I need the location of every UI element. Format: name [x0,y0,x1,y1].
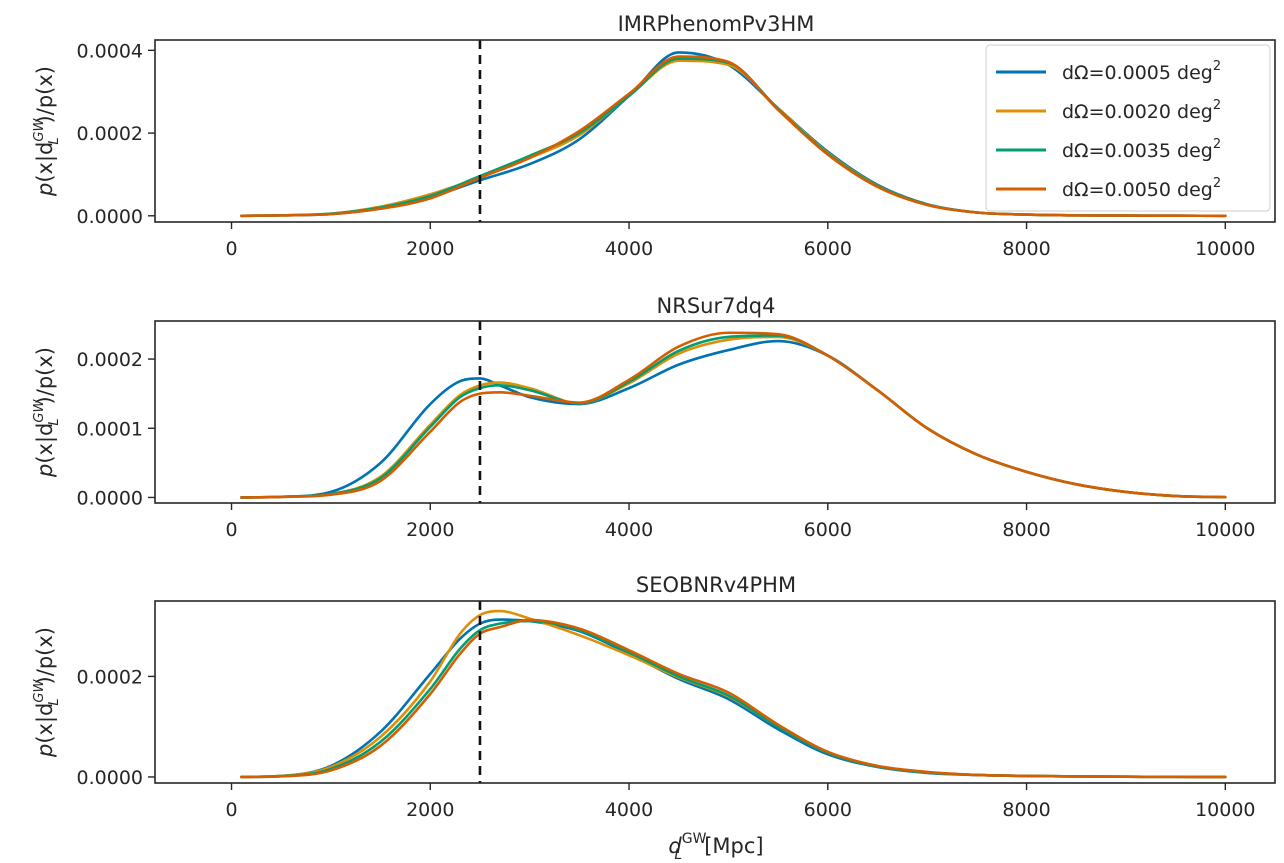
ylabel-p: p [33,183,57,197]
xlabel-unit: [Mpc] [704,834,763,858]
ylabel-suffix: )/p(x) [33,66,57,123]
ylabel-inner: (x|d [33,142,58,183]
series-line-3 [240,619,1227,779]
series-line-4 [240,618,1227,779]
svg-text:dΩ=0.0035 deg2: dΩ=0.0035 deg2 [1062,137,1221,162]
ylabel-sub: L [47,137,62,144]
panel-title: IMRPhenomPv3HM [618,12,815,36]
ylabel-sub: L [47,698,62,705]
y-tick-label: 0.0000 [77,487,143,509]
plot-frame [154,600,1276,784]
x-tick-label: 2000 [406,238,454,260]
x-tick-label: 8000 [1002,799,1050,821]
panel-title: NRSur7dq4 [657,294,776,318]
panel-imrphenompv3hm: IMRPhenomPv3HM 0 2000 4000 6000 8000 10000 0.0… [32,12,1276,260]
legend-entry: dΩ=0.0050 deg2 [996,176,1221,201]
y-tick-label: 0.0002 [77,666,143,688]
xlabel-d: d [668,834,682,858]
x-tick-label: 6000 [804,799,852,821]
legend-label: dΩ=0.0050 deg [1062,179,1213,201]
ylabel-p: p [33,744,57,758]
x-tick-label: 4000 [605,799,653,821]
legend-label: dΩ=0.0035 deg [1062,140,1213,162]
ylabel-sup: GW [32,118,47,142]
xlabel-sup: GW [682,831,707,847]
x-tick-label: 8000 [1002,238,1050,260]
series-line-4 [240,331,1227,499]
y-axis-label: p(x|dGWL )/p(x) [32,66,62,197]
x-tick-label: 0 [225,519,237,541]
plot-frame [154,39,1276,223]
x-tick-label: 4000 [605,238,653,260]
y-tick-label: 0.0002 [77,349,143,371]
x-tick-label: 8000 [1002,519,1050,541]
series-line-4 [240,55,1227,218]
svg-text:dΩ=0.0005 deg2: dΩ=0.0005 deg2 [1062,59,1221,84]
svg-text:p(x|dGWL)/p(x): p(x|dGWL )/p(x) [32,347,62,478]
x-axis-label: dGW L [Mpc] [668,831,763,863]
y-tick-label: 0.0000 [77,206,143,228]
legend-entry: dΩ=0.0020 deg2 [996,98,1221,123]
y-tick-label: 0.0002 [77,123,143,145]
y-tick-label: 0.0004 [77,40,143,62]
x-tick-label: 10000 [1195,519,1255,541]
x-tick-label: 10000 [1195,799,1255,821]
y-axis-label: p(x|dGWL )/p(x) [32,627,62,758]
x-tick-label: 0 [225,238,237,260]
svg-text:p(x|dGWL)/p(x): p(x|dGWL )/p(x) [32,627,62,758]
legend-sup: 2 [1213,59,1221,74]
panel-nrsur7dq4: NRSur7dq4 0 2000 4000 6000 8000 10000 0.0000 0.… [32,294,1276,541]
legend-label: dΩ=0.0005 deg [1062,62,1213,84]
ylabel-suffix: )/p(x) [33,627,57,684]
legend-frame [985,44,1271,212]
legend-entry: dΩ=0.0035 deg2 [996,137,1221,162]
ylabel-sup: GW [32,679,47,703]
legend-entry: dΩ=0.0005 deg2 [996,59,1221,84]
y-tick-label: 0.0001 [77,418,143,440]
ylabel-inner: (x|d [33,423,58,464]
ylabel-sub: L [47,418,62,425]
ylabel-p: p [33,464,57,478]
y-axis-label: p(x|dGWL )/p(x) [32,347,62,478]
plot-frame [154,320,1276,504]
panel-seobnrv4phm: SEOBNRv4PHM 0 2000 4000 6000 8000 10000 0.0000… [32,573,1276,863]
x-tick-label: 6000 [804,519,852,541]
legend-sup: 2 [1213,176,1221,191]
ylabel-suffix: )/p(x) [33,347,57,404]
legend-sup: 2 [1213,137,1221,152]
legend-sup: 2 [1213,98,1221,113]
x-tick-label: 4000 [605,519,653,541]
x-tick-label: 6000 [804,238,852,260]
legend-label: dΩ=0.0020 deg [1062,101,1213,123]
svg-text:p(x|dGWL)/p(x): p(x|dGWL )/p(x) [32,66,62,197]
x-tick-label: 2000 [406,799,454,821]
svg-text:dΩ=0.0020 deg2: dΩ=0.0020 deg2 [1062,98,1221,123]
svg-text:dΩ=0.0050 deg2: dΩ=0.0050 deg2 [1062,176,1221,201]
panel-title: SEOBNRv4PHM [636,573,796,597]
ylabel-inner: (x|d [33,703,58,744]
x-tick-label: 10000 [1195,238,1255,260]
x-tick-label: 2000 [406,519,454,541]
y-tick-label: 0.0000 [77,767,143,789]
ylabel-sup: GW [32,399,47,423]
xlabel-sub: L [674,847,682,863]
legend: dΩ=0.0005 deg2 dΩ=0.0020 deg2 dΩ=0.0035 … [985,44,1271,212]
x-tick-label: 0 [225,799,237,821]
